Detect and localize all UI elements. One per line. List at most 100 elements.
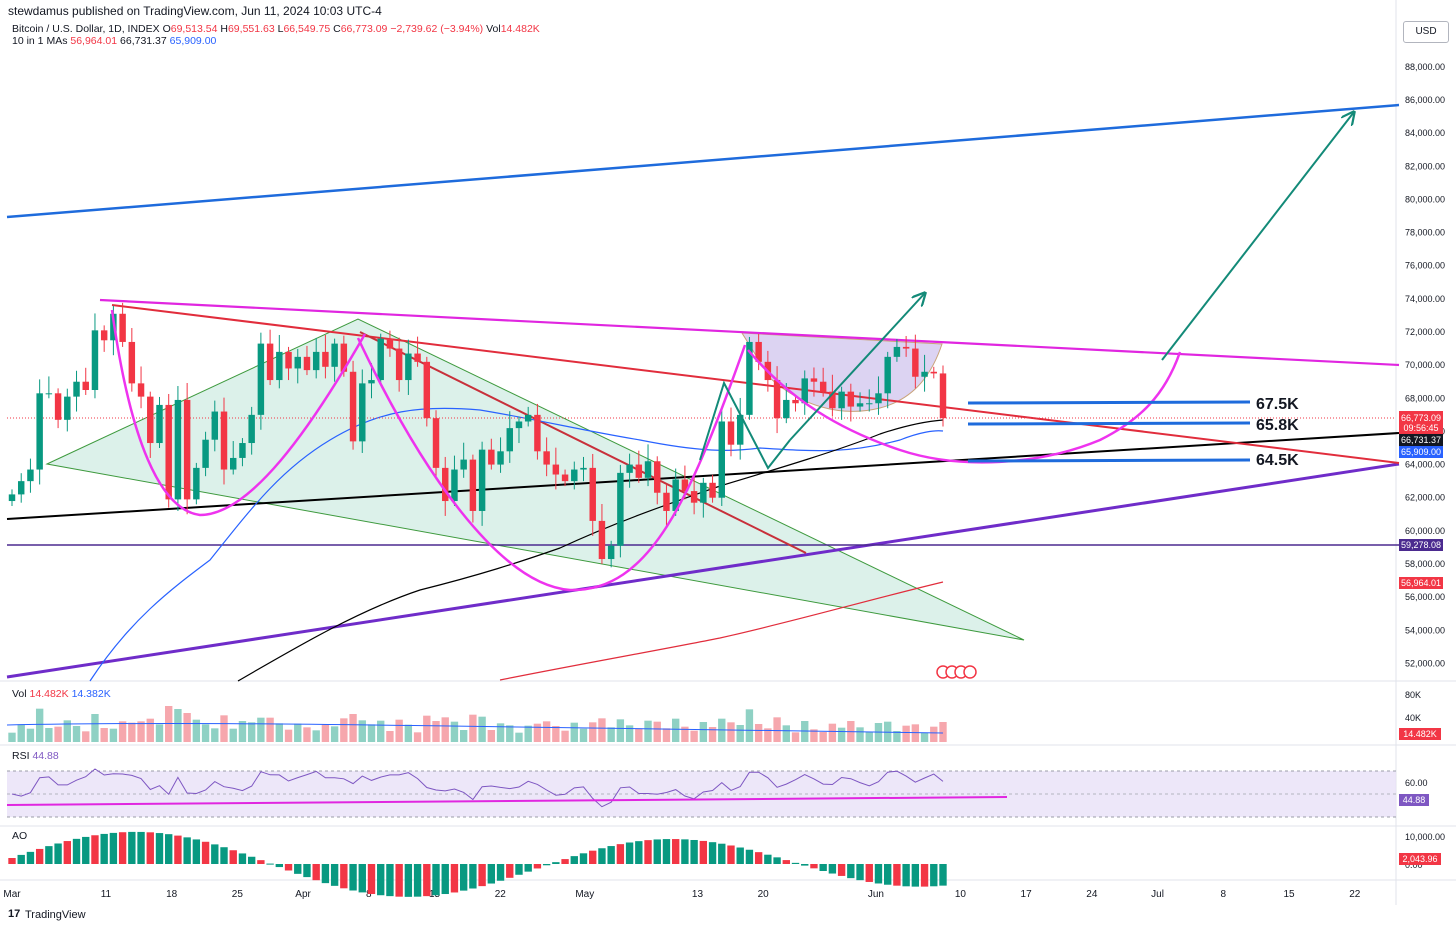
ao-bar [690, 839, 698, 864]
candle-body [349, 371, 357, 442]
y-tick-label: 82,000.00 [1405, 161, 1445, 171]
x-tick-label: 20 [758, 889, 770, 900]
level-line-65-8k[interactable] [967, 421, 1251, 426]
candle-body [884, 356, 891, 394]
ao-bar [708, 842, 717, 864]
badge-ma-blue-value: 65,909.00 [1401, 447, 1441, 457]
volume-bar [220, 715, 228, 742]
tradingview-logo-icon[interactable]: 17 [8, 908, 21, 920]
y-tick-label: 56,000.00 [1405, 592, 1445, 602]
y-tick-label: 76,000.00 [1405, 261, 1445, 271]
candle-body [718, 421, 725, 498]
tradingview-brand[interactable]: TradingView [25, 909, 86, 921]
rsi-legend-value: 44.88 [32, 750, 59, 762]
ao-bar [201, 841, 210, 864]
candle-body [617, 472, 624, 546]
volume-bar [625, 725, 634, 742]
red-secondary-trendline[interactable] [359, 331, 807, 554]
volume-bar [911, 724, 920, 742]
ao-bar [35, 848, 44, 864]
y-tick-label: 74,000.00 [1405, 294, 1445, 304]
volume-bar [828, 723, 837, 742]
ao-bar [561, 859, 569, 864]
teal-long-arrow [1161, 112, 1354, 361]
candle-body [801, 378, 808, 404]
candle-body [488, 449, 495, 465]
ao-bar [745, 849, 754, 864]
ao-legend-label[interactable]: AO [12, 830, 28, 842]
upper-blue-trendline[interactable] [6, 103, 1400, 219]
vol-value: 14.482K [500, 23, 540, 35]
volume-bar [26, 728, 35, 742]
rsi-legend-label[interactable]: RSI [12, 750, 30, 762]
price-badge-close: 66,773.09 09:56:45 [1399, 411, 1443, 434]
volume-bar [45, 728, 53, 742]
y-tick-label: 78,000.00 [1405, 228, 1445, 238]
candle-body [524, 414, 532, 422]
ao-bar [165, 834, 173, 864]
volume-bar [284, 729, 293, 742]
purple-support-trendline[interactable] [6, 462, 1400, 679]
ao-bar [247, 856, 256, 864]
volume-bar [35, 708, 44, 742]
volume-legend-v2: 14.382K [71, 688, 111, 700]
ao-bar [377, 864, 385, 896]
ao-bar [478, 864, 486, 887]
volume-bar [819, 732, 827, 742]
rsi-badge: 44.88 [1399, 794, 1429, 806]
ma-value-3: 65,909.00 [169, 35, 217, 47]
ma-label[interactable]: 10 in 1 MAs [12, 35, 68, 47]
event-icons[interactable] [936, 665, 977, 679]
candle-body [792, 399, 799, 404]
symbol-title[interactable]: Bitcoin / U.S. Dollar, 1D, INDEX [12, 23, 160, 35]
price-badge-ma-red: 56,964.01 [1399, 577, 1443, 589]
volume-bar [423, 715, 431, 742]
y-tick-label: 80,000.00 [1405, 194, 1445, 204]
volume-bar [579, 728, 588, 742]
y-tick-label: 86,000.00 [1405, 95, 1445, 105]
rsi-scale-60: 60.00 [1405, 778, 1428, 788]
volume-bar [708, 727, 717, 742]
change-value: −2,739.62 (−3.94%) [390, 23, 484, 35]
x-tick-label: 11 [101, 889, 112, 900]
volume-bar [54, 726, 62, 742]
teal-short-arrow [789, 293, 925, 441]
chart-canvas[interactable]: 88,000.00 86,000.00 84,000.00 82,000.00 80,0… [0, 0, 1456, 905]
ao-bar [413, 864, 422, 897]
candle-body [571, 469, 578, 482]
volume-bars [8, 706, 947, 742]
ao-bar [764, 854, 772, 864]
volume-bar [542, 721, 551, 742]
ao-bar [330, 864, 339, 886]
black-trendline[interactable] [6, 432, 1400, 520]
ao-bar [625, 842, 634, 864]
x-tick-label: May [575, 889, 594, 900]
ao-bar [782, 860, 790, 864]
candle-body [644, 461, 652, 478]
magenta-resistance-line[interactable] [99, 298, 1400, 367]
volume-bar [754, 724, 763, 742]
currency-button[interactable]: USD [1403, 21, 1449, 43]
volume-legend-label[interactable]: Vol [12, 688, 27, 700]
annotation-65-8k: 65.8K [1256, 417, 1299, 434]
volume-bar [598, 718, 606, 742]
level-line-64-5k[interactable] [967, 458, 1251, 463]
candle-body [183, 399, 191, 500]
red-downtrend-line[interactable] [111, 304, 1400, 464]
volume-bar [137, 721, 145, 742]
ao-bar [450, 864, 459, 893]
candle-body [939, 373, 947, 419]
candle-body [45, 393, 53, 395]
annotation-64-5k: 64.5K [1256, 452, 1299, 469]
candle-body [672, 479, 679, 511]
candle-body [54, 393, 62, 420]
ao-bar [644, 840, 652, 864]
ao-bar [791, 862, 800, 864]
y-tick-label: 72,000.00 [1405, 327, 1445, 337]
y-tick-label: 70,000.00 [1405, 360, 1445, 370]
close-value: 66,773.09 [340, 23, 388, 35]
volume-bar [506, 725, 514, 742]
candle-body [285, 351, 292, 369]
candle-body [580, 467, 587, 470]
level-line-67-5k[interactable] [967, 400, 1251, 405]
